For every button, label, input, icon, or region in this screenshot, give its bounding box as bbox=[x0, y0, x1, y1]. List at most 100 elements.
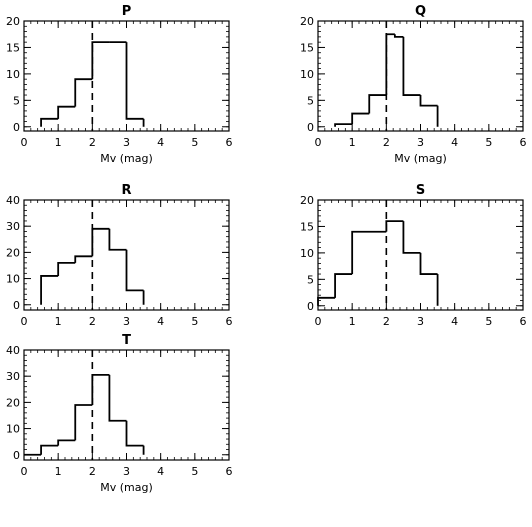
y-tick-label: 5 bbox=[307, 273, 314, 286]
histogram-bin bbox=[125, 249, 144, 292]
y-tick-label: 40 bbox=[6, 344, 20, 357]
x-tick-label: 2 bbox=[89, 136, 96, 149]
x-tick-label: 4 bbox=[157, 136, 164, 149]
x-tick-label: 3 bbox=[417, 136, 424, 149]
panel-title: Q bbox=[415, 4, 426, 19]
histogram-bin bbox=[351, 230, 387, 275]
x-tick-label: 0 bbox=[315, 136, 322, 149]
x-tick-label: 5 bbox=[485, 136, 492, 149]
histogram-bin bbox=[40, 444, 59, 455]
histogram-bin bbox=[57, 261, 76, 276]
histogram-bin bbox=[74, 404, 93, 441]
histogram-bin bbox=[91, 41, 110, 80]
histogram-bin bbox=[125, 42, 144, 120]
plot-frame bbox=[317, 20, 524, 132]
x-axis-label: Mv (mag) bbox=[100, 481, 153, 494]
histogram-bin bbox=[402, 221, 421, 254]
panel-p: P 0 1 2 3 4 5 6 0 5 10 15 20 Mv (mag) bbox=[6, 4, 233, 165]
x-tick-label: 6 bbox=[520, 315, 527, 328]
y-tick-label: 0 bbox=[13, 121, 20, 134]
histogram-bin bbox=[40, 275, 59, 305]
x-tick-label: 1 bbox=[55, 315, 62, 328]
histogram-bin bbox=[317, 296, 336, 306]
x-tick-label: 5 bbox=[485, 315, 492, 328]
x-tick-label: 2 bbox=[383, 136, 390, 149]
x-tick-label: 6 bbox=[226, 315, 233, 328]
histogram-bin bbox=[91, 227, 110, 257]
x-tick-label: 0 bbox=[21, 465, 28, 478]
panel-t: T 0 1 2 3 4 5 6 0 10 20 30 40 Mv (mag) bbox=[6, 333, 233, 494]
x-tick-label: 1 bbox=[349, 315, 356, 328]
histogram-bin bbox=[57, 439, 76, 446]
x-tick-label: 3 bbox=[123, 136, 130, 149]
y-tick-label: 15 bbox=[300, 220, 314, 233]
y-tick-label: 10 bbox=[6, 423, 20, 436]
panel-r: R 0 1 2 3 4 5 6 0 10 20 30 40 bbox=[6, 183, 233, 328]
histogram-bin bbox=[385, 220, 404, 232]
histogram-bin bbox=[368, 94, 387, 114]
histogram-bin bbox=[334, 273, 353, 298]
x-tick-label: 6 bbox=[226, 465, 233, 478]
y-tick-label: 30 bbox=[6, 220, 20, 233]
y-tick-label: 20 bbox=[300, 194, 314, 207]
histogram-bin bbox=[419, 95, 438, 107]
x-tick-label: 1 bbox=[55, 465, 62, 478]
panel-title: S bbox=[416, 183, 425, 198]
histogram-bin bbox=[385, 33, 395, 96]
histogram-bin bbox=[108, 228, 127, 251]
x-tick-label: 4 bbox=[157, 315, 164, 328]
x-tick-label: 4 bbox=[157, 465, 164, 478]
x-tick-label: 1 bbox=[349, 136, 356, 149]
y-tick-label: 0 bbox=[13, 449, 20, 462]
y-tick-label: 20 bbox=[300, 15, 314, 28]
panel-title: P bbox=[122, 4, 132, 19]
x-tick-label: 5 bbox=[191, 465, 198, 478]
panel-q: Q 0 1 2 3 4 5 6 0 5 10 15 20 Mv (mag) bbox=[300, 4, 527, 165]
histogram-bin bbox=[57, 105, 76, 119]
y-tick-label: 10 bbox=[6, 273, 20, 286]
x-tick-label: 4 bbox=[451, 315, 458, 328]
histogram-bin bbox=[91, 373, 110, 405]
y-tick-label: 10 bbox=[6, 68, 20, 81]
y-tick-label: 20 bbox=[6, 396, 20, 409]
histogram-bin bbox=[108, 374, 127, 422]
y-tick-label: 30 bbox=[6, 370, 20, 383]
histogram-bin bbox=[74, 255, 93, 263]
y-tick-label: 15 bbox=[300, 41, 314, 54]
y-tick-label: 10 bbox=[300, 247, 314, 260]
x-tick-label: 6 bbox=[226, 136, 233, 149]
y-tick-label: 15 bbox=[6, 41, 20, 54]
x-tick-label: 5 bbox=[191, 315, 198, 328]
panel-s: S 0 1 2 3 4 5 6 0 5 10 15 20 bbox=[300, 183, 527, 328]
x-axis-label: Mv (mag) bbox=[394, 152, 447, 165]
histogram-bin bbox=[393, 34, 404, 38]
histogram-bin bbox=[351, 112, 370, 125]
y-tick-label: 20 bbox=[6, 246, 20, 259]
y-tick-label: 0 bbox=[307, 300, 314, 313]
panel-title: T bbox=[122, 333, 131, 348]
histogram-bin bbox=[402, 36, 421, 96]
x-tick-label: 0 bbox=[21, 315, 28, 328]
histogram-bin bbox=[419, 252, 438, 275]
x-tick-label: 0 bbox=[315, 315, 322, 328]
y-tick-label: 40 bbox=[6, 194, 20, 207]
x-tick-label: 1 bbox=[55, 136, 62, 149]
x-tick-label: 3 bbox=[123, 465, 130, 478]
histogram-bin bbox=[125, 420, 144, 447]
x-tick-label: 2 bbox=[89, 315, 96, 328]
x-tick-label: 6 bbox=[520, 136, 527, 149]
histogram-bin bbox=[40, 117, 59, 127]
histogram-bin bbox=[334, 123, 353, 127]
x-tick-label: 3 bbox=[123, 315, 130, 328]
y-tick-label: 0 bbox=[307, 121, 314, 134]
y-tick-label: 5 bbox=[307, 94, 314, 107]
y-tick-label: 10 bbox=[300, 68, 314, 81]
histogram-bin bbox=[74, 78, 93, 107]
x-tick-label: 5 bbox=[191, 136, 198, 149]
x-tick-label: 3 bbox=[417, 315, 424, 328]
y-tick-label: 5 bbox=[13, 94, 20, 107]
y-tick-label: 0 bbox=[13, 299, 20, 312]
x-tick-label: 0 bbox=[21, 136, 28, 149]
x-tick-label: 2 bbox=[383, 315, 390, 328]
